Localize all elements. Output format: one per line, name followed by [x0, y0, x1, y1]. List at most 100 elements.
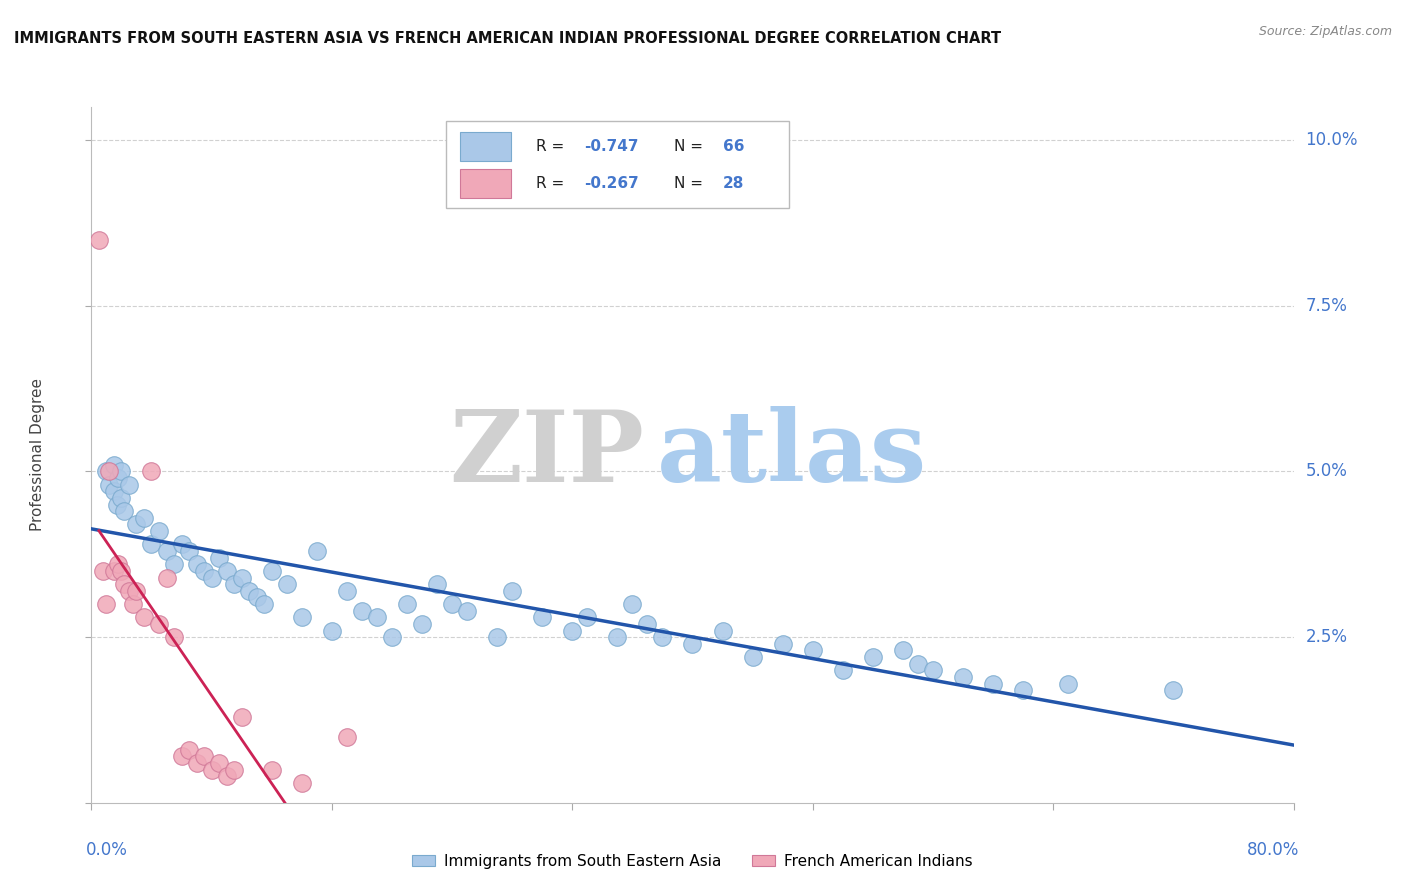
Text: 80.0%: 80.0%: [1247, 841, 1299, 859]
Text: 28: 28: [723, 176, 744, 191]
Point: [215, 564, 238, 578]
Point: [148, 616, 170, 631]
FancyBboxPatch shape: [446, 121, 789, 208]
Point: [291, 610, 314, 624]
Point: [1012, 683, 1035, 698]
Point: [98, 465, 121, 479]
Point: [103, 564, 125, 578]
Point: [208, 550, 231, 565]
Point: [193, 564, 215, 578]
Point: [155, 570, 177, 584]
Point: [253, 597, 276, 611]
Point: [170, 749, 193, 764]
Text: N =: N =: [675, 139, 709, 154]
Point: [107, 558, 129, 572]
Point: [96, 597, 118, 611]
Point: [141, 537, 163, 551]
Point: [231, 570, 253, 584]
Point: [531, 610, 554, 624]
Point: [246, 591, 269, 605]
Text: atlas: atlas: [657, 407, 927, 503]
Point: [105, 498, 128, 512]
Point: [224, 577, 246, 591]
Point: [606, 630, 628, 644]
Point: [772, 637, 794, 651]
Point: [922, 663, 945, 677]
Point: [118, 583, 141, 598]
Point: [132, 610, 155, 624]
Point: [456, 604, 478, 618]
Legend: Immigrants from South Eastern Asia, French American Indians: Immigrants from South Eastern Asia, Fren…: [406, 848, 979, 875]
Point: [801, 643, 824, 657]
Point: [103, 458, 125, 472]
Point: [276, 577, 298, 591]
Point: [891, 643, 914, 657]
Point: [395, 597, 418, 611]
Point: [260, 564, 283, 578]
Point: [862, 650, 884, 665]
Point: [141, 465, 163, 479]
Point: [201, 763, 224, 777]
Point: [441, 597, 464, 611]
Point: [155, 544, 177, 558]
Point: [193, 749, 215, 764]
Point: [177, 743, 200, 757]
Text: IMMIGRANTS FROM SOUTH EASTERN ASIA VS FRENCH AMERICAN INDIAN PROFESSIONAL DEGREE: IMMIGRANTS FROM SOUTH EASTERN ASIA VS FR…: [14, 31, 1001, 46]
Point: [411, 616, 433, 631]
Point: [208, 756, 231, 770]
Text: -0.747: -0.747: [585, 139, 638, 154]
Point: [366, 610, 388, 624]
Point: [1161, 683, 1184, 698]
Point: [238, 583, 260, 598]
Point: [576, 610, 599, 624]
Point: [103, 484, 125, 499]
Point: [96, 465, 118, 479]
Bar: [460, 169, 510, 198]
Point: [114, 504, 136, 518]
Point: [952, 670, 974, 684]
Point: [163, 630, 186, 644]
Point: [201, 570, 224, 584]
Point: [132, 511, 155, 525]
Point: [224, 763, 246, 777]
Text: -0.267: -0.267: [585, 176, 638, 191]
Point: [231, 709, 253, 723]
Text: Source: ZipAtlas.com: Source: ZipAtlas.com: [1258, 25, 1392, 38]
Point: [125, 517, 148, 532]
Text: 2.5%: 2.5%: [1306, 628, 1347, 646]
Point: [741, 650, 763, 665]
Point: [350, 604, 373, 618]
Point: [110, 564, 132, 578]
Point: [907, 657, 929, 671]
Text: 0.0%: 0.0%: [86, 841, 128, 859]
Point: [122, 597, 145, 611]
Point: [110, 491, 132, 505]
Point: [118, 477, 141, 491]
Point: [711, 624, 734, 638]
Text: R =: R =: [536, 176, 569, 191]
Point: [381, 630, 404, 644]
Point: [125, 583, 148, 598]
Point: [291, 776, 314, 790]
Point: [93, 564, 115, 578]
Point: [651, 630, 673, 644]
Text: N =: N =: [675, 176, 709, 191]
Text: 66: 66: [723, 139, 744, 154]
Point: [636, 616, 658, 631]
Point: [148, 524, 170, 538]
Point: [321, 624, 343, 638]
Point: [110, 465, 132, 479]
Point: [177, 544, 200, 558]
Text: 10.0%: 10.0%: [1306, 131, 1358, 149]
Point: [98, 477, 121, 491]
Point: [260, 763, 283, 777]
Point: [170, 537, 193, 551]
Bar: [460, 132, 510, 161]
Point: [561, 624, 583, 638]
Point: [831, 663, 853, 677]
Text: 5.0%: 5.0%: [1306, 462, 1347, 481]
Point: [186, 756, 208, 770]
Point: [1057, 676, 1080, 690]
Point: [336, 583, 359, 598]
Text: R =: R =: [536, 139, 569, 154]
